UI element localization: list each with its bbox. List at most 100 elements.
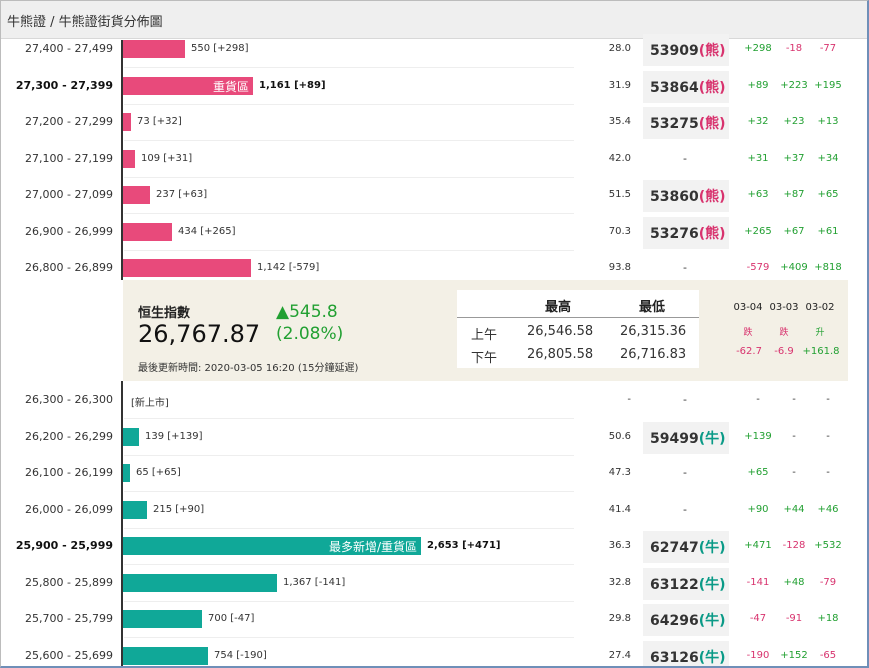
volume-label: 65 [+65]: [136, 467, 181, 478]
warrant-code-link[interactable]: 53860(熊): [650, 186, 726, 206]
row-divider: [124, 418, 574, 419]
bear-volume-bar[interactable]: [123, 186, 150, 204]
warrant-type: (熊): [698, 116, 726, 132]
warrant-code-link[interactable]: 53909(熊): [650, 40, 726, 60]
volume-label: 109 [+31]: [141, 152, 193, 164]
warrant-code: 64296: [650, 613, 699, 629]
warrant-type: (熊): [698, 225, 726, 242]
direction-3: 升: [815, 328, 825, 338]
bear-volume-bar[interactable]: [123, 259, 251, 277]
daily-change-1: -190: [746, 649, 770, 661]
daily-change-2: -18: [785, 43, 803, 54]
bear-volume-bar[interactable]: [123, 149, 135, 168]
pm-high: 26,805.58: [527, 347, 594, 362]
index-change-percent: (2.08%): [276, 324, 344, 344]
daily-change-3: +46: [817, 503, 839, 515]
price-range: 26,100 - 26,199: [25, 466, 113, 479]
warrant-code-link[interactable]: 63122(牛): [650, 574, 726, 594]
bear-row: 27,000 - 27,099 237 [+63] 51.5 53860(熊) +63 +…: [1, 178, 867, 214]
date-change-1: -62.7: [736, 346, 762, 357]
warrant-code: 53276: [650, 225, 699, 242]
price-range: 27,300 - 27,399: [15, 78, 113, 92]
volume-label: 1,161 [+89]: [259, 79, 326, 91]
percent-value: 50.6: [608, 430, 631, 442]
code-cell: [643, 70, 729, 103]
high-low-table: 最高 最低 上午 26,546.58 26,315.36 下午 26,805.5…: [457, 290, 699, 368]
volume-label: 754 [-190]: [214, 649, 267, 661]
index-name: 恒生指數: [138, 306, 191, 321]
bull-row: 26,200 - 26,299 139 [+139] 50.6 59499(牛) +13…: [1, 420, 867, 456]
index-change: ▲545.8: [276, 302, 338, 322]
warrant-code-link[interactable]: 64296(牛): [650, 610, 726, 630]
price-range: 26,000 - 26,099: [25, 502, 113, 516]
warrant-code-link[interactable]: 53864(熊): [650, 77, 726, 97]
daily-change-2: -: [792, 430, 796, 442]
row-divider: [124, 491, 574, 492]
bull-volume-bar[interactable]: [123, 464, 130, 482]
direction-1: 跌: [743, 328, 753, 338]
volume-label: 434 [+265]: [178, 225, 236, 237]
code-cell: [643, 567, 729, 600]
bear-row: 27,200 - 27,299 73 [+32] 35.4 53275(熊) +32 +2…: [1, 105, 867, 141]
price-range: 26,900 - 26,999: [25, 224, 113, 238]
price-range: 27,100 - 27,199: [25, 151, 113, 165]
bull-volume-bar[interactable]: 最多新增/重貨區: [123, 537, 421, 555]
row-divider: [124, 454, 574, 456]
warrant-code: 53864: [650, 79, 699, 96]
bull-volume-bar[interactable]: [123, 427, 139, 446]
bear-row: 27,300 - 27,399 重貨區 1,161 [+89] 31.9 53864(熊…: [1, 69, 867, 105]
daily-change-3: -79: [819, 576, 837, 588]
daily-change-3: -65: [819, 649, 837, 661]
bull-volume-bar[interactable]: [123, 500, 147, 519]
code-cell: [643, 180, 729, 212]
daily-change-1: -: [756, 394, 760, 405]
warrant-code-link[interactable]: 53276(熊): [650, 223, 726, 243]
daily-change-3: +532: [814, 540, 842, 551]
bear-volume-bar[interactable]: [123, 113, 131, 131]
bear-volume-bar[interactable]: [123, 222, 172, 241]
code-cell: [643, 34, 729, 66]
bull-volume-bar[interactable]: [123, 646, 208, 665]
warrant-code-link[interactable]: 62747(牛): [650, 537, 726, 557]
empty-code: -: [683, 502, 687, 516]
bear-row: 27,100 - 27,199 109 [+31] 42.0 - +31 +37 +34: [1, 142, 867, 178]
price-range: 25,700 - 25,799: [25, 612, 113, 625]
daily-change-2: +409: [780, 262, 808, 273]
bear-volume-bar[interactable]: [123, 40, 185, 58]
daily-change-2: +37: [783, 152, 805, 164]
warrant-code-link[interactable]: 63126(牛): [650, 647, 726, 667]
percent-value: 29.8: [608, 613, 631, 624]
warrant-code-link[interactable]: 53275(熊): [650, 113, 726, 133]
page-title: 牛熊證 / 牛熊證街貨分佈圖: [7, 15, 163, 30]
date-header-2: 03-03: [769, 302, 799, 313]
row-divider: [124, 527, 574, 529]
daily-change-2: +87: [783, 189, 805, 200]
bull-row: 26,100 - 26,199 65 [+65] 47.3 - +65 - -: [1, 456, 867, 492]
price-range: 27,000 - 27,099: [25, 188, 113, 201]
price-range: 25,600 - 25,699: [25, 648, 113, 662]
code-cell: [643, 107, 729, 139]
daily-change-3: +61: [817, 225, 839, 237]
volume-label: 550 [+298]: [191, 43, 249, 54]
daily-change-1: -579: [746, 262, 770, 273]
bear-volume-bar[interactable]: 重貨區: [123, 76, 253, 95]
bar-zone-label: 最多新增/重貨區: [328, 540, 417, 554]
empty-code: -: [683, 466, 687, 479]
daily-change-3: +195: [814, 79, 842, 91]
row-divider: [124, 67, 574, 68]
price-range: 26,200 - 26,299: [25, 429, 113, 443]
warrant-type: (熊): [698, 79, 726, 96]
bull-volume-bar[interactable]: [123, 573, 277, 592]
volume-label: 1,142 [-579]: [257, 262, 320, 273]
price-range: 25,900 - 25,999: [15, 539, 113, 552]
volume-label: 215 [+90]: [153, 503, 205, 515]
percent-value: 27.4: [608, 649, 631, 661]
daily-change-3: +34: [817, 152, 839, 164]
daily-change-1: +65: [747, 467, 769, 478]
warrant-code-link[interactable]: 59499(牛): [650, 428, 726, 448]
volume-label: 139 [+139]: [145, 430, 203, 442]
bull-volume-bar[interactable]: [123, 610, 202, 628]
daily-change-3: +818: [814, 262, 842, 273]
percent-value: 31.9: [608, 79, 631, 91]
